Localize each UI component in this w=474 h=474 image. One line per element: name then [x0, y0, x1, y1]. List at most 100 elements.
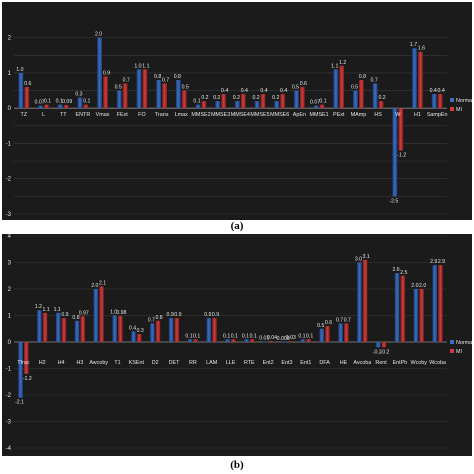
bar-mi: [231, 339, 236, 342]
bar-normal: [74, 320, 80, 342]
data-label-normal: 0.1: [185, 333, 192, 339]
category-label: H3: [76, 360, 83, 366]
data-label-normal: 0.2: [252, 95, 259, 101]
bar-mi: [99, 286, 104, 342]
data-label-normal: 1.0: [16, 67, 23, 73]
bar-normal: [150, 323, 155, 342]
bar-mi: [418, 51, 423, 109]
category-label: Wcoba: [429, 360, 446, 366]
data-label-mi: 0.1: [319, 99, 326, 105]
category-label: RTE: [244, 360, 255, 366]
bar-normal: [18, 342, 23, 398]
data-label-normal: 0.1: [298, 333, 305, 339]
category-label: Wcoby: [411, 360, 428, 366]
bar-mi: [240, 94, 246, 109]
legend-swatch-normal: [450, 340, 454, 344]
data-label-normal: 0.5: [351, 85, 358, 91]
data-label-mi: 0.6: [325, 320, 332, 326]
data-label-normal: 1.1: [331, 63, 338, 69]
category-label: L: [42, 112, 45, 118]
data-label-mi: 0.4: [260, 88, 267, 94]
data-label-normal: 0.1: [223, 333, 230, 339]
bar-normal: [93, 289, 99, 342]
category-label: H2: [39, 360, 46, 366]
data-label-normal: 0.07: [35, 100, 45, 106]
data-label-normal: 1.2: [35, 304, 42, 310]
bar-mi: [174, 318, 180, 342]
data-label-mi: 0.5: [182, 85, 189, 91]
y-tick-label: -1: [6, 141, 12, 147]
bar-mi: [362, 259, 368, 342]
bar-mi: [118, 316, 123, 342]
bar-normal: [116, 90, 122, 109]
bar-mi: [181, 90, 187, 109]
data-label-normal: 1.7: [410, 42, 417, 48]
category-label: TZ: [21, 112, 28, 118]
bar-normal: [333, 69, 339, 109]
category-label: FExt: [117, 112, 129, 118]
y-tick-label: -4: [6, 446, 12, 452]
bar-mi: [80, 316, 86, 342]
category-label: W: [395, 112, 401, 118]
bar-normal: [244, 339, 249, 342]
data-label-normal: 0.8: [174, 74, 181, 80]
bar-mi: [381, 342, 387, 348]
data-label-mi: 0.1: [83, 99, 90, 105]
category-label: H1: [414, 112, 421, 118]
data-label-mi: 0.03: [286, 335, 296, 341]
y-tick-label: -2: [6, 393, 12, 399]
bar-mi: [61, 318, 67, 342]
category-label: Avcoba: [353, 360, 371, 366]
bar-mi: [193, 339, 198, 342]
data-label-normal: 0.7: [336, 317, 343, 323]
bar-normal: [131, 331, 136, 342]
y-tick-label: -1: [6, 367, 12, 373]
data-label-mi: 0.04: [267, 335, 277, 341]
data-label-normal: 1.1: [54, 307, 61, 313]
data-label-mi: 0.09: [62, 99, 72, 105]
data-label-mi: 0.4: [241, 88, 248, 94]
data-label-mi: 0.2: [378, 95, 385, 101]
data-label-mi: 0.1: [193, 333, 200, 339]
category-label: MMSE6: [270, 112, 289, 118]
legend-swatch-mi: [450, 349, 454, 353]
bar-mi: [378, 101, 384, 109]
category-label: T1: [114, 360, 120, 366]
caption-b: (b): [230, 459, 244, 471]
data-label-mi: 0.9: [61, 312, 68, 318]
y-tick-label: 3: [8, 261, 12, 267]
chart-panel-b: -4 -3 -2 -1 0 1 2 3 4 -2.1 -1.2 Tfrac 1.2 1.1 H2 1.1 0.9…: [2, 234, 472, 456]
data-label-normal: 2.9: [430, 259, 437, 265]
data-label-mi: 3.1: [363, 254, 370, 260]
bar-normal: [300, 339, 306, 342]
bar-normal: [263, 341, 268, 343]
data-label-normal: 0.9: [167, 312, 174, 318]
category-label: MMSE2: [191, 112, 210, 118]
bar-normal: [225, 339, 230, 342]
data-label-normal: 0.2: [213, 95, 220, 101]
category-label: Rent: [375, 360, 387, 366]
y-tick-label: 1: [8, 314, 12, 320]
category-label: MMSE4: [231, 112, 250, 118]
data-label-mi: 0.9: [174, 312, 181, 318]
data-label-normal: 0.5: [292, 85, 299, 91]
bar-normal: [112, 315, 117, 342]
data-label-mi: 2.9: [438, 259, 445, 265]
data-label-normal: 0.1: [193, 99, 200, 105]
bar-normal: [274, 101, 280, 109]
bar-mi: [24, 87, 30, 109]
legend-label-mi: MI: [456, 349, 462, 355]
bar-normal: [392, 108, 398, 197]
bar-normal: [254, 101, 260, 109]
bar-normal: [431, 94, 437, 109]
data-label-mi: 0.7: [123, 77, 130, 83]
category-label: MAmp: [351, 112, 367, 118]
category-label: HE: [340, 360, 348, 366]
data-label-mi: 2.1: [99, 280, 106, 286]
bar-mi: [122, 83, 128, 109]
y-tick-label: 2: [8, 287, 12, 293]
caption-a: (a): [230, 220, 244, 232]
bar-normal: [156, 79, 162, 109]
data-label-mi: 0.97: [79, 310, 89, 316]
